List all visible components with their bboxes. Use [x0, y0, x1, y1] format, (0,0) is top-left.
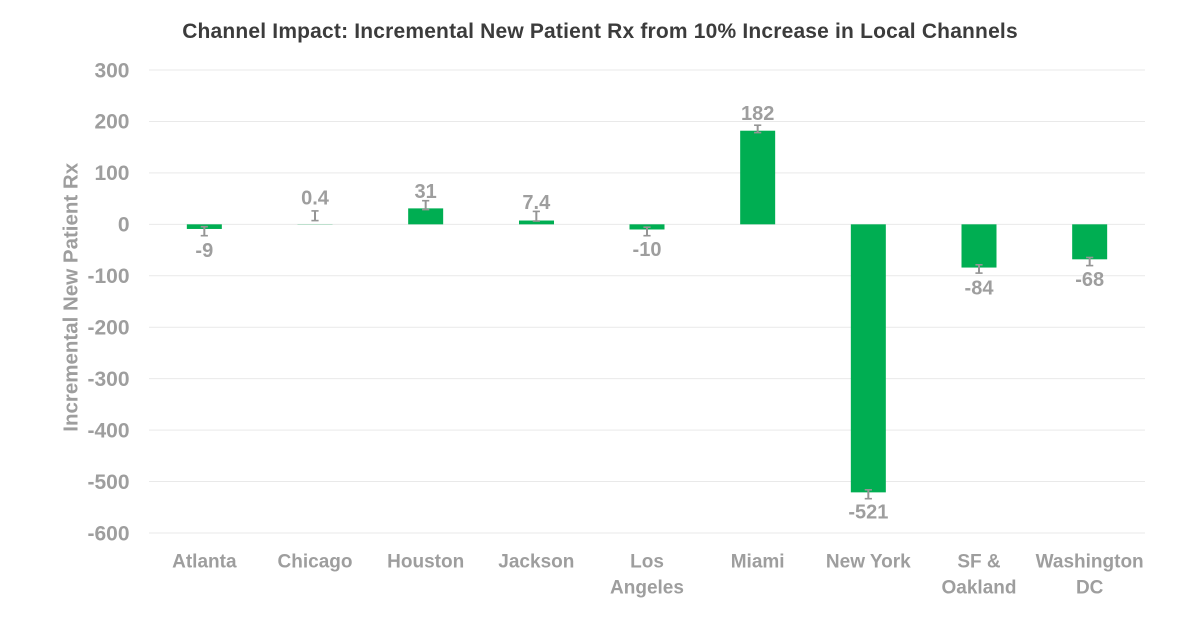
svg-text:Atlanta: Atlanta: [172, 552, 237, 573]
svg-text:300: 300: [94, 59, 129, 82]
svg-text:Channel Impact: Incremental Ne: Channel Impact: Incremental New Patient …: [182, 20, 1018, 43]
svg-text:182: 182: [741, 103, 774, 125]
svg-text:100: 100: [94, 162, 129, 185]
svg-text:Oakland: Oakland: [942, 578, 1017, 599]
svg-text:Chicago: Chicago: [278, 552, 353, 573]
svg-text:-100: -100: [87, 265, 129, 288]
svg-text:200: 200: [94, 111, 129, 134]
svg-text:Miami: Miami: [731, 552, 785, 573]
svg-text:DC: DC: [1076, 578, 1104, 599]
svg-text:-200: -200: [87, 317, 129, 340]
svg-text:Incremental New Patient Rx: Incremental New Patient Rx: [59, 162, 82, 431]
svg-text:-521: -521: [848, 501, 888, 523]
svg-text:-400: -400: [87, 419, 129, 442]
svg-text:Angeles: Angeles: [610, 578, 684, 599]
svg-text:SF &: SF &: [957, 552, 1001, 573]
svg-text:Los: Los: [630, 552, 664, 573]
svg-text:-300: -300: [87, 368, 129, 391]
svg-text:-500: -500: [87, 471, 129, 494]
svg-text:-68: -68: [1075, 269, 1104, 291]
svg-text:Jackson: Jackson: [498, 552, 574, 573]
svg-text:31: 31: [415, 181, 437, 203]
svg-text:-84: -84: [965, 277, 995, 299]
svg-text:Washington: Washington: [1036, 552, 1144, 573]
svg-text:-600: -600: [87, 522, 129, 545]
svg-text:0.4: 0.4: [301, 187, 330, 209]
svg-text:-9: -9: [195, 240, 213, 262]
svg-text:7.4: 7.4: [522, 192, 551, 214]
svg-text:New York: New York: [826, 552, 911, 573]
svg-text:-10: -10: [633, 239, 662, 261]
svg-text:Houston: Houston: [387, 552, 464, 573]
svg-text:0: 0: [118, 214, 130, 237]
